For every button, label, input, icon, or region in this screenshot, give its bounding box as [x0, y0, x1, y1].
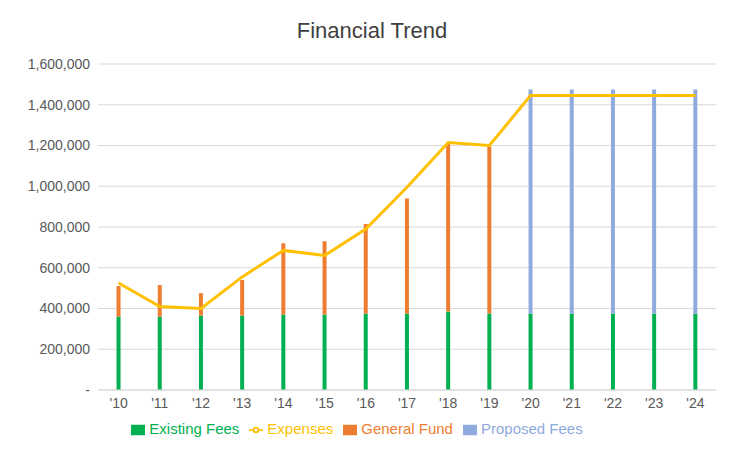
svg-text:'21: '21 [563, 395, 581, 411]
svg-text:'24: '24 [686, 395, 704, 411]
svg-text:200,000: 200,000 [39, 341, 90, 357]
svg-text:'18: '18 [439, 395, 457, 411]
svg-text:1,600,000: 1,600,000 [28, 56, 90, 72]
svg-text:600,000: 600,000 [39, 260, 90, 276]
svg-text:'12: '12 [192, 395, 210, 411]
svg-text:1,000,000: 1,000,000 [28, 178, 90, 194]
svg-text:'13: '13 [233, 395, 251, 411]
svg-text:800,000: 800,000 [39, 219, 90, 235]
svg-text:'11: '11 [151, 395, 168, 411]
svg-text:'14: '14 [274, 395, 292, 411]
svg-text:'16: '16 [357, 395, 375, 411]
svg-text:'23: '23 [645, 395, 663, 411]
svg-text:'20: '20 [521, 395, 539, 411]
svg-text:1,400,000: 1,400,000 [28, 97, 90, 113]
svg-text:'19: '19 [480, 395, 498, 411]
html-text:Financial Trend: Financial Trend [296, 18, 448, 43]
html-text:Expenses: Expenses [267, 420, 334, 437]
svg-text:1,200,000: 1,200,000 [28, 137, 90, 153]
svg-text:-: - [85, 382, 90, 398]
html-text:Existing Fees: Existing Fees [149, 420, 240, 437]
svg-text:'17: '17 [398, 395, 416, 411]
svg-text:'15: '15 [315, 395, 333, 411]
html-text:Proposed Fees: Proposed Fees [481, 420, 583, 437]
svg-text:'10: '10 [109, 395, 127, 411]
svg-text:'22: '22 [604, 395, 622, 411]
html-text:General Fund: General Fund [361, 420, 453, 437]
svg-text:400,000: 400,000 [39, 300, 90, 316]
